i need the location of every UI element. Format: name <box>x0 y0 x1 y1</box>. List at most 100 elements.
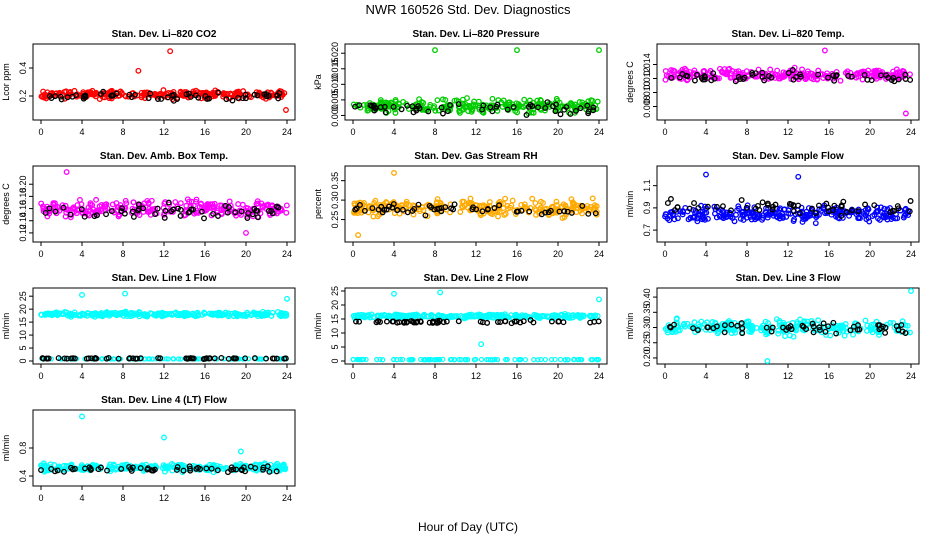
plot-frame <box>32 287 296 365</box>
x-tick-label: 24 <box>906 371 916 381</box>
data-point-black <box>128 94 135 101</box>
y-tick-label: 15 <box>18 317 28 327</box>
x-tick-label: 0 <box>350 249 355 259</box>
plot-frame <box>32 409 296 487</box>
data-point <box>691 319 698 326</box>
data-point-black <box>390 103 397 110</box>
data-point <box>548 356 555 363</box>
data-point-black <box>535 104 541 111</box>
y-axis-label: ml/min <box>625 191 635 218</box>
data-point-black <box>187 94 194 100</box>
data-points <box>38 413 289 476</box>
panel-title: Stan. Dev. Line 2 Flow <box>424 273 529 284</box>
data-point <box>739 69 746 76</box>
data-point-black <box>552 108 559 115</box>
data-point-black <box>584 102 591 109</box>
data-point <box>235 201 242 208</box>
x-tick-label: 0 <box>662 371 667 381</box>
y-tick-label: 0.8 <box>18 442 28 455</box>
data-point-black <box>567 110 574 117</box>
data-points <box>662 171 914 227</box>
y-tick-label: 0.30 <box>330 191 340 209</box>
data-point-black <box>57 93 64 100</box>
data-point-black <box>907 198 914 204</box>
x-tick-label: 4 <box>79 371 84 381</box>
y-tick-label: 0.008 <box>642 95 652 118</box>
y-tick-label: 0.014 <box>642 53 652 76</box>
x-tick-label: 16 <box>200 249 210 259</box>
data-point <box>138 92 145 99</box>
data-point <box>395 100 402 107</box>
x-tick-label: 8 <box>744 371 749 381</box>
x-tick-label: 8 <box>432 371 437 381</box>
data-point <box>439 96 446 103</box>
plot-frame <box>32 43 296 121</box>
data-point <box>542 356 548 363</box>
data-point-black <box>590 104 597 111</box>
y-tick-label: 0.020 <box>330 42 340 65</box>
y-tick-label: 0.20 <box>18 175 28 193</box>
x-tick-label: 0 <box>350 127 355 137</box>
data-point <box>442 97 449 103</box>
data-points <box>350 47 602 118</box>
x-tick-label: 24 <box>594 127 604 137</box>
data-point <box>512 356 518 363</box>
data-point <box>530 109 537 116</box>
outlier-point <box>284 295 290 302</box>
y-tick-label: 10 <box>330 328 340 338</box>
x-tick-label: 4 <box>703 371 708 381</box>
y-tick-label: 25 <box>18 291 28 301</box>
data-point <box>502 195 509 202</box>
x-tick-label: 16 <box>824 127 834 137</box>
data-point <box>387 103 394 110</box>
data-point <box>791 68 798 75</box>
y-tick-label: 1.1 <box>642 179 652 192</box>
y-axis-label: Lcor ppm <box>1 63 11 101</box>
y-tick-label: 0.40 <box>642 288 652 306</box>
outlier-point <box>795 173 802 180</box>
data-point <box>534 97 541 104</box>
data-point <box>100 91 107 97</box>
x-tick-label: 0 <box>662 249 667 259</box>
y-tick-label: 0.25 <box>330 211 340 229</box>
y-tick-label: 0.012 <box>642 67 652 90</box>
x-tick-label: 24 <box>282 371 292 381</box>
outlier-point <box>391 169 397 176</box>
x-tick-label: 12 <box>471 249 481 259</box>
data-point-black <box>383 318 390 325</box>
x-tick-label: 8 <box>120 127 125 137</box>
data-point <box>841 332 848 339</box>
panel-7: Stan. Dev. Line 1 Flow ml/min 0 4 8 12 16 20 24 0… <box>1 273 296 381</box>
data-point-black <box>544 99 551 106</box>
x-tick-label: 24 <box>282 493 292 503</box>
outlier-point <box>167 48 174 55</box>
outlier-point <box>703 171 709 178</box>
data-point-black <box>447 102 454 109</box>
panel-8: Stan. Dev. Line 2 Flow ml/min 0 4 8 12 16 20 24 0… <box>313 273 608 381</box>
y-axis-label: kPa <box>313 74 323 90</box>
panel-title: Stan. Dev. Line 4 (LT) Flow <box>101 395 227 406</box>
data-point <box>662 68 669 74</box>
x-tick-label: 0 <box>38 127 43 137</box>
data-point <box>772 75 778 81</box>
outlier-point <box>79 413 85 420</box>
data-point-black <box>409 103 416 110</box>
panels: Stan. Dev. Li–820 CO2 Lcor ppm 0 4 8 12 16 20 24… <box>1 29 920 503</box>
x-tick-label: 16 <box>824 371 834 381</box>
data-point <box>529 195 536 202</box>
data-point <box>283 209 290 216</box>
x-tick-label: 24 <box>282 249 292 259</box>
data-point-black <box>691 200 697 207</box>
y-axis-label: ml/min <box>1 313 11 340</box>
data-point-black <box>201 215 207 222</box>
data-points <box>350 289 602 363</box>
y-tick-label: 20 <box>18 304 28 314</box>
data-points <box>38 48 289 113</box>
data-point <box>805 70 811 77</box>
x-tick-label: 24 <box>594 249 604 259</box>
panel-title: Stan. Dev. Line 3 Flow <box>736 273 841 284</box>
data-point <box>812 220 819 227</box>
x-tick-label: 4 <box>703 127 708 137</box>
data-point <box>475 98 482 105</box>
data-point-black <box>493 103 500 110</box>
